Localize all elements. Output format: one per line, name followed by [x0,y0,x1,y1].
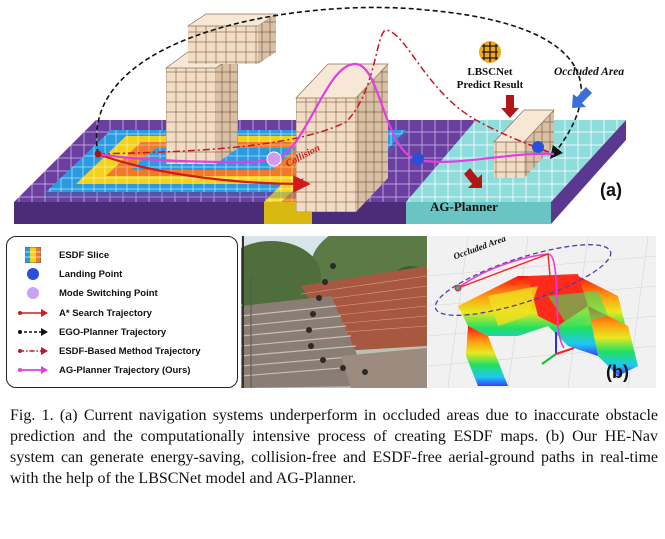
occluded-area-ellipse [434,244,612,316]
legend-label: A* Search Trajectory [59,307,152,319]
ego-planner-trajectory [95,6,583,160]
ag-planner-trajectory [97,62,555,164]
waypoint-b [456,286,460,290]
landing-point-icon [27,268,39,280]
panel-b-map [428,236,656,388]
legend-label: EGO-Planner Trajectory [59,326,167,338]
start-point [94,150,102,158]
legend-label: AG-Planner Trajectory (Ours) [59,364,191,376]
legend-item-ego: EGO-Planner Trajectory [17,324,166,340]
esdf-based-trajectory [97,29,555,155]
legend-label: Landing Point [59,268,123,280]
figure-caption: Fig. 1. (a) Current navigation systems u… [10,407,658,487]
legend-item-mode-switching-point: Mode Switching Point [17,285,158,301]
legend-item-ag: AG-Planner Trajectory (Ours) [17,362,190,378]
legend-item-landing-point: Landing Point [17,266,122,282]
legend: ESDF Slice Landing Point Mode Switching … [6,236,238,388]
voxel-map [458,274,638,386]
legend-item-esdf-slice: ESDF Slice [17,247,109,263]
ag-line-icon [18,366,48,374]
ego-line-icon [18,328,48,336]
predict-arrow-icon [501,95,519,118]
red-trajectory-b [457,253,551,289]
axes-icon [541,332,575,365]
esdf-line-icon [18,347,48,355]
legend-item-esdf: ESDF-Based Method Trajectory [17,343,200,359]
lbscnet-icon [479,41,501,63]
occluded-area-label-a: Occluded Area [554,66,625,78]
landing-point-a2 [532,141,544,153]
legend-label: ESDF Slice [59,249,110,261]
astar-trajectory [97,152,311,193]
mode-switching-point-a [266,151,282,167]
lbscnet-label: LBSCNet [467,66,513,78]
panel-a-label: (a) [600,180,622,200]
agplanner-label: AG-Planner [430,199,498,214]
ag-planner-trajectory-b [457,253,565,349]
panel-b-label: (b) [606,362,629,382]
collision-marker: X [296,176,304,190]
occluded-arrow-icon [572,87,592,108]
legend-label: Mode Switching Point [59,287,158,299]
astar-line-icon [18,309,48,317]
esdf-slice-icon [25,247,41,263]
mode-switching-point-icon [27,287,39,299]
legend-item-astar: A* Search Trajectory [17,305,152,321]
legend-label: ESDF-Based Method Trajectory [59,345,201,357]
panel-a-illustration: X [14,6,626,224]
landing-point-a1 [412,153,424,165]
agplanner-arrow-icon [464,168,482,188]
real-world-photo [241,236,427,388]
predict-result-label: Predict Result [456,79,524,91]
